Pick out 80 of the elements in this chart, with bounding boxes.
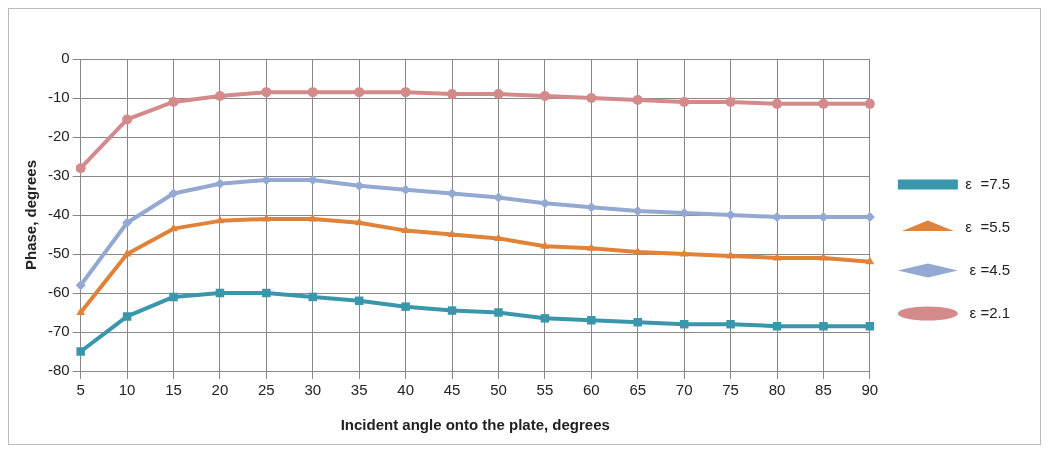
point: [447, 306, 457, 315]
point: [307, 87, 318, 98]
point: [494, 233, 503, 241]
point: [261, 87, 272, 98]
point: [540, 241, 550, 249]
x-tick-label: 75: [722, 381, 739, 399]
x-tick-label: 20: [211, 381, 229, 399]
legend-label: ε =5.5: [965, 217, 1011, 235]
y-tick-label: 0: [61, 49, 70, 67]
y-tick-label: -80: [47, 361, 70, 379]
point: [586, 93, 597, 103]
x-tick-label: 5: [76, 381, 85, 399]
legend-label: ε =4.5: [965, 260, 1011, 278]
point: [725, 96, 736, 107]
y-tick-label: -20: [47, 127, 70, 145]
x-tick-label: 10: [118, 381, 136, 399]
x-tick-label: 80: [768, 381, 786, 399]
point: [214, 91, 225, 102]
point: [447, 89, 458, 100]
x-tick-label: 25: [258, 381, 275, 399]
x-tick-label: 30: [304, 381, 322, 399]
point: [633, 247, 643, 255]
point: [122, 312, 132, 321]
point: [819, 252, 828, 261]
x-tick-label: 70: [675, 381, 693, 399]
point: [308, 213, 318, 222]
point: [726, 319, 735, 329]
point: [76, 347, 85, 356]
point: [772, 98, 783, 109]
point: [587, 243, 596, 251]
point: [401, 302, 410, 311]
x-tick-label: 40: [397, 381, 414, 399]
point: [354, 217, 364, 226]
point: [400, 87, 411, 98]
y-axis-title: Phase, degrees: [22, 159, 40, 271]
x-tick-label: 65: [629, 381, 647, 399]
y-tick-label: -60: [47, 283, 70, 301]
point: [818, 98, 829, 109]
y-tick-label: -50: [47, 244, 70, 262]
point: [540, 314, 550, 323]
point: [865, 256, 875, 265]
point: [169, 223, 178, 232]
point: [864, 98, 875, 109]
point: [215, 215, 225, 224]
point: [354, 87, 365, 98]
x-tick-label: 45: [443, 381, 461, 399]
point: [168, 96, 179, 107]
point: [494, 308, 503, 317]
point: [772, 252, 782, 261]
point: [819, 321, 828, 331]
y-tick-label: -30: [47, 166, 70, 184]
point: [679, 249, 689, 257]
point: [122, 217, 133, 228]
x-tick-label: 85: [815, 381, 832, 399]
x-tick-label: 15: [165, 381, 182, 399]
point: [122, 114, 133, 125]
point: [169, 292, 178, 302]
point: [632, 94, 643, 105]
x-tick-label: 60: [582, 381, 600, 399]
point: [447, 229, 457, 237]
point: [168, 188, 179, 199]
point: [493, 89, 504, 100]
x-tick-label: 90: [861, 381, 879, 399]
point: [76, 307, 86, 315]
point: [401, 225, 410, 234]
x-tick-label: 55: [536, 381, 554, 399]
point: [679, 96, 690, 107]
y-tick-label: -10: [47, 88, 70, 106]
y-tick-label: -70: [47, 322, 70, 340]
point: [262, 288, 271, 298]
point: [122, 249, 132, 257]
point: [539, 91, 550, 102]
legend-label: ε =7.5: [965, 174, 1011, 192]
point: [587, 316, 596, 325]
legend-label: ε =2.1: [965, 303, 1011, 321]
y-tick-label: -40: [47, 205, 70, 223]
x-tick-label: 50: [490, 381, 507, 399]
x-tick-label: 35: [350, 381, 368, 399]
point: [262, 213, 271, 222]
x-axis-title: Incident angle onto the plate, degrees: [340, 416, 610, 434]
